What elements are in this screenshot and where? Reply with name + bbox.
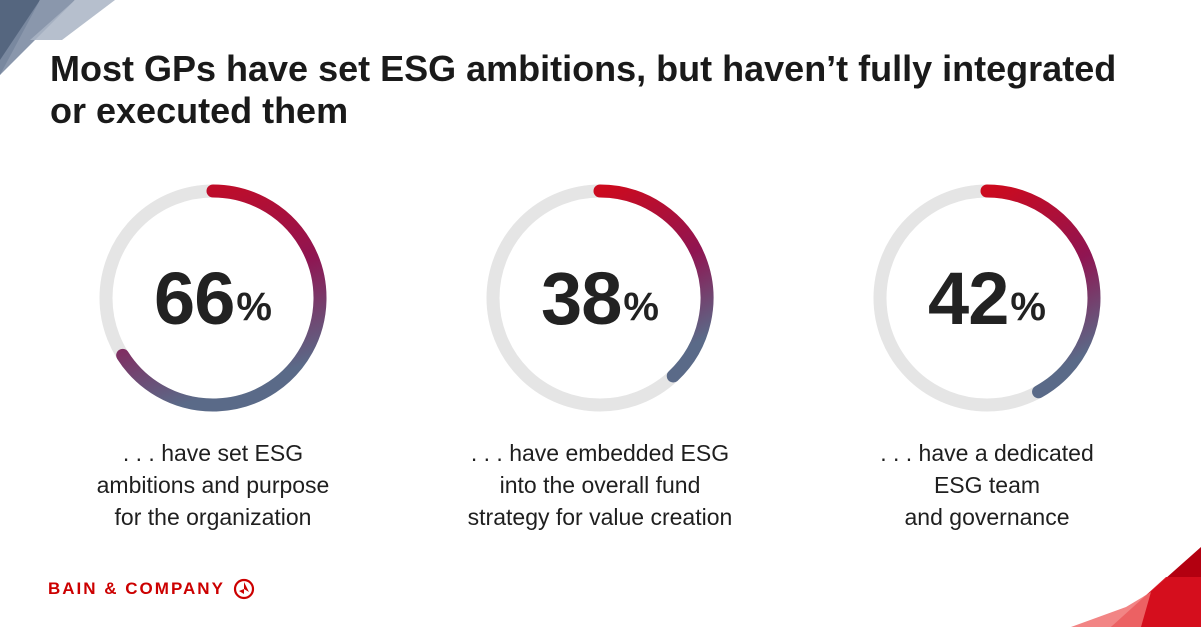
description-line: into the overall fund bbox=[499, 472, 701, 498]
corner-decoration-top-left bbox=[0, 0, 115, 75]
description-line: ambitions and purpose bbox=[96, 472, 330, 498]
donut-value-2: 38% bbox=[480, 178, 720, 418]
donut-svg-2 bbox=[486, 184, 714, 412]
description-line: . . . have embedded ESG bbox=[470, 440, 730, 466]
donut-description-2: . . . have embedded ESG into the overall… bbox=[430, 437, 770, 533]
donut-chart-1: 66% bbox=[93, 178, 333, 418]
donut-svg-3 bbox=[873, 184, 1101, 412]
description-line: and governance bbox=[904, 504, 1070, 530]
donut-svg-1 bbox=[99, 184, 327, 412]
donut-value-1: 66% bbox=[93, 178, 333, 418]
description-line: . . . have a dedicated bbox=[880, 440, 1094, 466]
donut-value-3: 42% bbox=[867, 178, 1107, 418]
corner-decoration-bottom-right bbox=[1071, 547, 1201, 627]
donut-description-3: . . . have a dedicated ESG team and gove… bbox=[817, 437, 1157, 533]
description-line: ESG team bbox=[933, 472, 1041, 498]
brand-logo-text: BAIN & COMPANY bbox=[48, 579, 225, 598]
description-line: strategy for value creation bbox=[467, 504, 733, 530]
description-line: for the organization bbox=[114, 504, 312, 530]
donut-value-number-3: 42 bbox=[928, 256, 1009, 340]
donut-arc-2 bbox=[593, 184, 714, 383]
donut-value-unit-1: % bbox=[236, 284, 272, 329]
donut-arc-3 bbox=[980, 184, 1101, 399]
donut-value-number-2: 38 bbox=[541, 256, 622, 340]
donut-value-unit-3: % bbox=[1010, 284, 1046, 329]
bain-logo-icon bbox=[233, 578, 255, 600]
donut-description-1: . . . have set ESG ambitions and purpose… bbox=[43, 437, 383, 533]
donut-chart-3: 42% bbox=[867, 178, 1107, 418]
donut-value-number-1: 66 bbox=[154, 256, 235, 340]
donut-arc-1 bbox=[116, 184, 327, 412]
donut-value-unit-2: % bbox=[623, 284, 659, 329]
brand-logo: BAIN & COMPANY bbox=[48, 578, 255, 600]
description-line: . . . have set ESG bbox=[122, 440, 304, 466]
donut-chart-2: 38% bbox=[480, 178, 720, 418]
page-title: Most GPs have set ESG ambitions, but hav… bbox=[50, 48, 1117, 131]
